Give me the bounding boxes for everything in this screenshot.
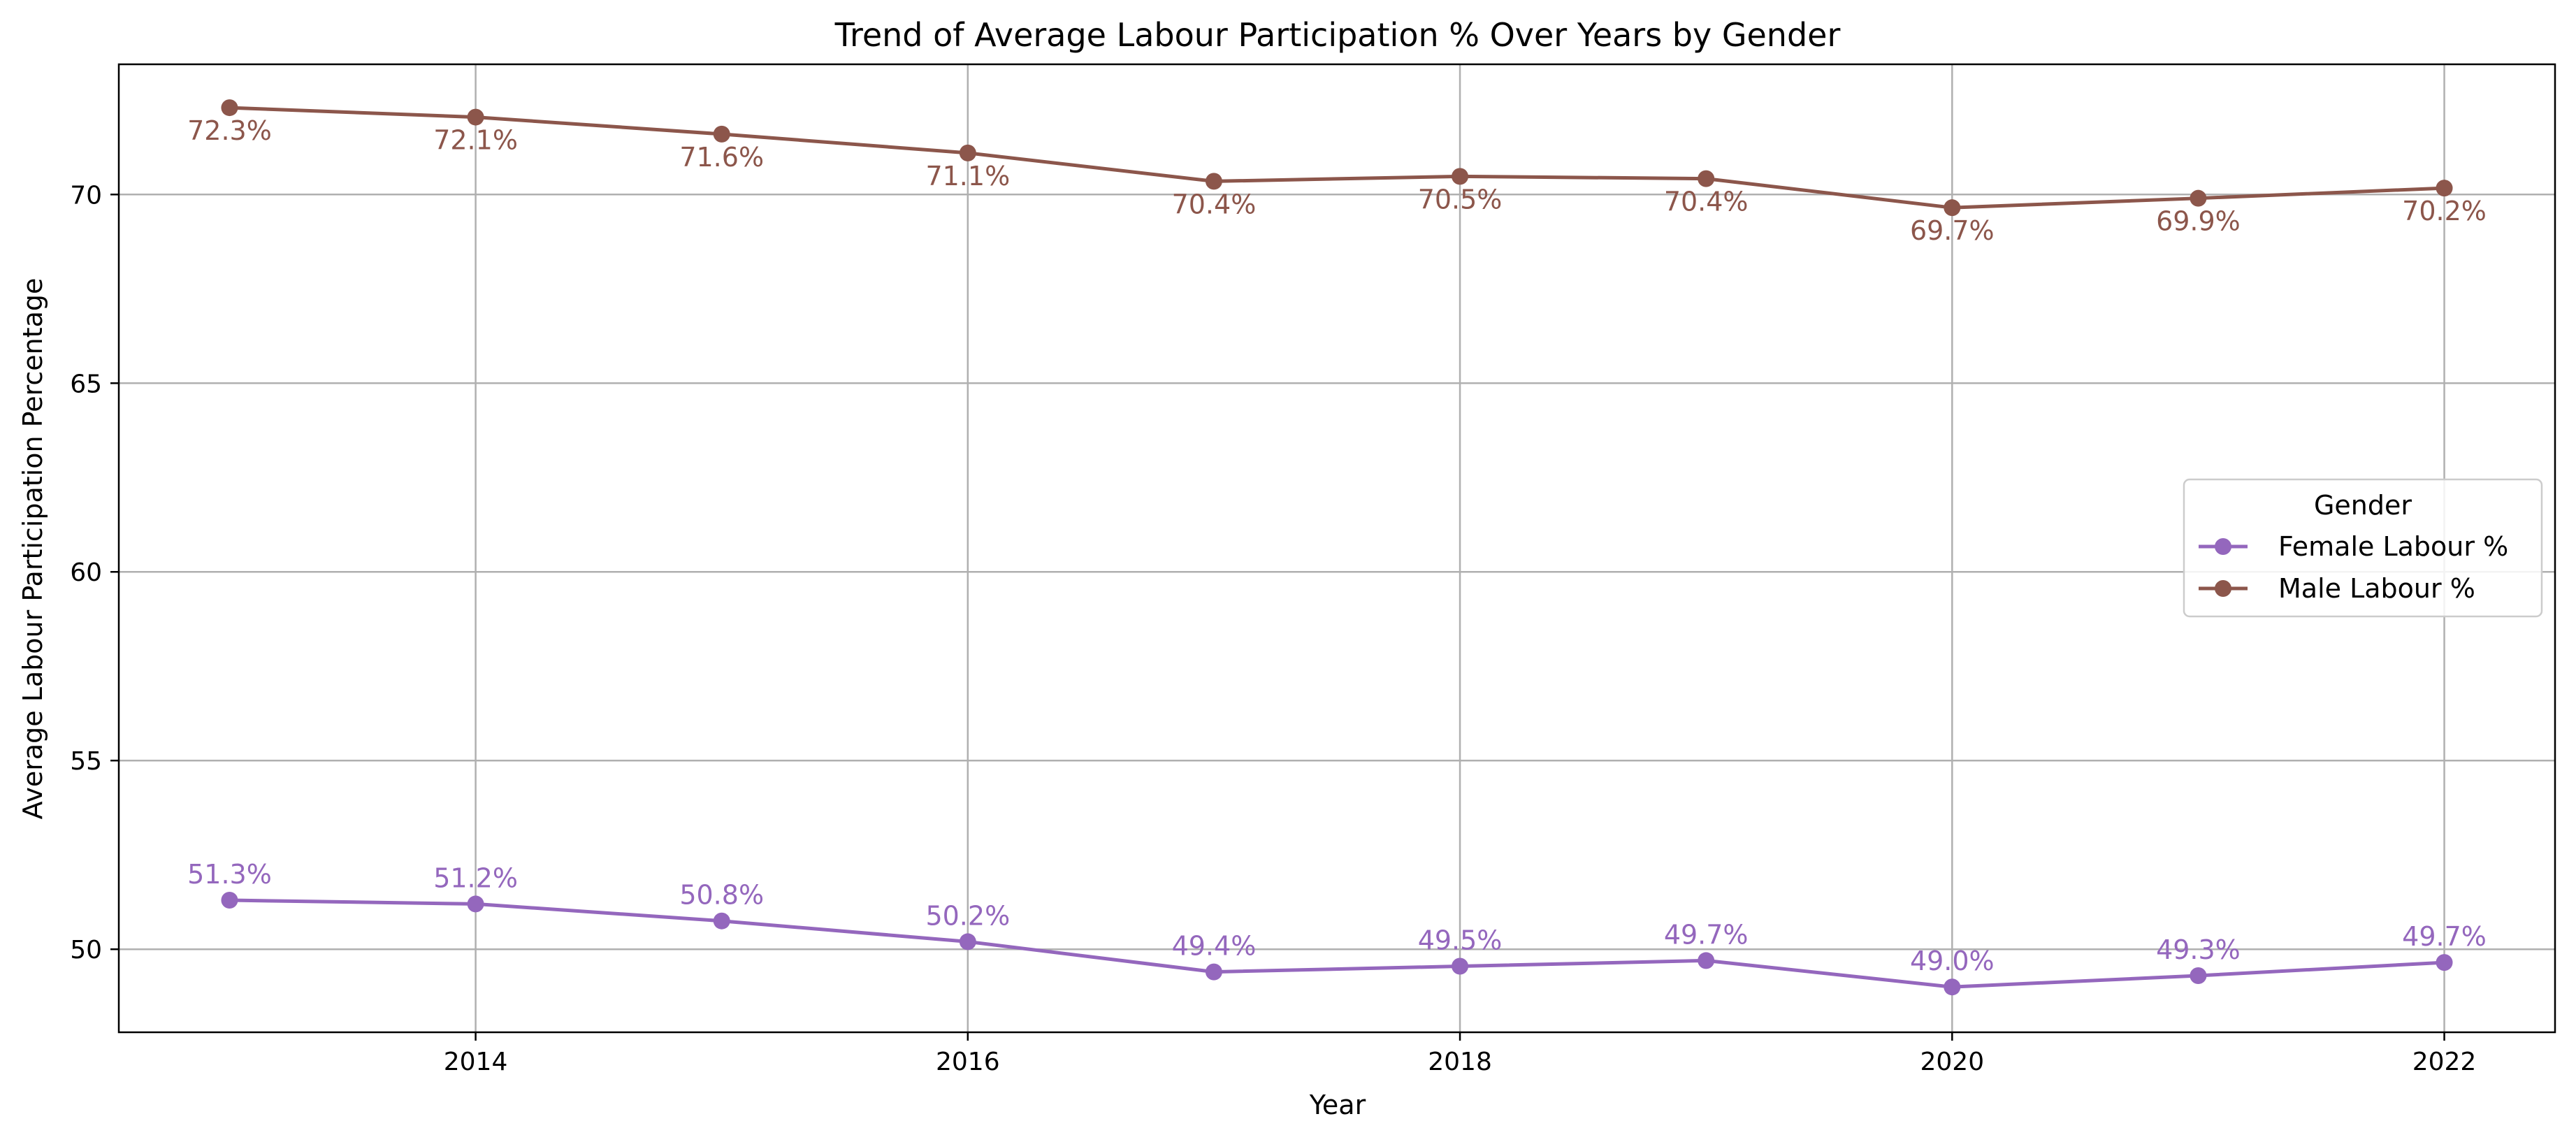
data-point bbox=[1698, 170, 1715, 187]
data-point bbox=[221, 892, 238, 909]
data-label: 70.4% bbox=[1172, 189, 1257, 219]
series-female bbox=[221, 892, 2453, 996]
y-axis-ticks: 50 55 60 65 70 bbox=[70, 181, 119, 964]
data-point bbox=[1944, 978, 1961, 996]
data-point bbox=[2436, 180, 2453, 197]
y-tick-label: 50 bbox=[70, 936, 102, 964]
data-point bbox=[2436, 954, 2453, 971]
y-tick-label: 70 bbox=[70, 181, 102, 210]
legend-entry: Female Labour % bbox=[2199, 531, 2508, 562]
data-label: 50.8% bbox=[679, 880, 764, 911]
y-tick-label: 65 bbox=[70, 370, 102, 398]
x-tick-label: 2018 bbox=[1428, 1048, 1492, 1076]
data-point bbox=[1452, 168, 1469, 185]
data-point bbox=[713, 912, 730, 930]
legend-label: Female Labour % bbox=[2278, 531, 2508, 562]
gridlines bbox=[119, 64, 2555, 1032]
data-point bbox=[1205, 173, 1222, 190]
series-line bbox=[229, 898, 2445, 989]
legend-marker bbox=[2215, 538, 2231, 555]
data-label: 49.7% bbox=[2402, 921, 2487, 952]
x-tick-label: 2020 bbox=[1920, 1048, 1984, 1076]
x-axis-ticks: 2014 2016 2018 2020 2022 bbox=[444, 1032, 2477, 1076]
data-point bbox=[1452, 957, 1469, 975]
y-tick-label: 60 bbox=[70, 558, 102, 587]
data-label: 49.0% bbox=[1910, 946, 1995, 976]
data-label: 70.2% bbox=[2402, 196, 2487, 226]
data-point bbox=[713, 125, 730, 143]
data-point bbox=[959, 933, 976, 951]
data-point bbox=[1205, 963, 1222, 981]
x-tick-label: 2014 bbox=[444, 1048, 508, 1076]
x-axis-label: Year bbox=[1309, 1090, 1366, 1120]
data-label: 49.3% bbox=[2156, 934, 2241, 965]
plot-frame bbox=[117, 63, 2556, 1034]
data-label: 51.3% bbox=[187, 859, 272, 890]
data-labels: 51.3% 51.2% 50.8% 50.2% 49.4% 49.5% 49.7% 49.0%… bbox=[187, 115, 2487, 976]
y-tick-label: 55 bbox=[70, 747, 102, 776]
legend-title: Gender bbox=[2314, 490, 2412, 521]
data-point bbox=[2190, 967, 2207, 985]
data-label: 51.2% bbox=[433, 862, 518, 893]
legend-label: Male Labour % bbox=[2278, 573, 2475, 604]
data-label: 50.2% bbox=[925, 900, 1010, 931]
data-label: 71.6% bbox=[679, 142, 764, 173]
chart-title: Trend of Average Labour Participation % … bbox=[834, 16, 1841, 54]
data-label: 71.1% bbox=[925, 161, 1010, 191]
legend-entries: Female Labour % Male Labour % bbox=[2199, 531, 2508, 604]
legend-box bbox=[2183, 478, 2543, 618]
x-tick-label: 2016 bbox=[936, 1048, 1000, 1076]
data-label: 69.7% bbox=[1910, 215, 1995, 246]
data-label: 70.5% bbox=[1418, 184, 1503, 215]
legend-entry: Male Labour % bbox=[2199, 573, 2475, 604]
legend: Gender Female Labour % Male Labour % bbox=[2183, 478, 2543, 618]
data-point bbox=[2190, 189, 2207, 207]
x-tick-label: 2022 bbox=[2412, 1048, 2477, 1076]
series-layer bbox=[221, 99, 2453, 996]
series-line bbox=[229, 106, 2445, 210]
data-label: 49.5% bbox=[1418, 925, 1503, 956]
data-point bbox=[959, 144, 976, 161]
data-label: 49.7% bbox=[1664, 919, 1749, 950]
data-point bbox=[1944, 199, 1961, 217]
data-label: 69.9% bbox=[2156, 206, 2241, 237]
y-axis-label: Average Labour Participation Percentage bbox=[17, 278, 48, 820]
data-label: 70.4% bbox=[1664, 187, 1749, 217]
data-label: 72.1% bbox=[433, 125, 518, 156]
legend-marker bbox=[2215, 580, 2231, 597]
data-point bbox=[1698, 952, 1715, 969]
data-label: 72.3% bbox=[187, 115, 272, 146]
plot-area: 51.3% 51.2% 50.8% 50.2% 49.4% 49.5% 49.7% 49.0%… bbox=[117, 63, 2556, 1034]
data-label: 49.4% bbox=[1172, 931, 1257, 962]
data-point bbox=[221, 99, 238, 117]
data-point bbox=[467, 108, 484, 126]
data-point bbox=[467, 895, 484, 913]
series-male bbox=[221, 99, 2453, 217]
